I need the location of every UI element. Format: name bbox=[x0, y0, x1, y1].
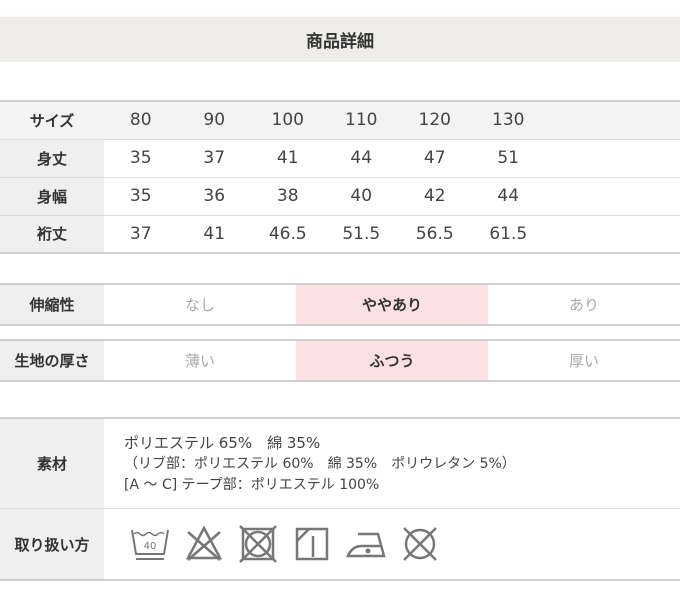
cell: 38 bbox=[251, 177, 325, 216]
material-row: 素材 ポリエステル 65% 綿 35% （リブ部：ポリエステル 60% 綿 35… bbox=[0, 419, 680, 509]
size-label: サイズ bbox=[0, 101, 104, 140]
iron-low-icon bbox=[346, 532, 386, 558]
size-value: 110 bbox=[324, 101, 398, 140]
table-row: 裄丈 37 41 46.5 51.5 56.5 61.5 bbox=[0, 215, 680, 254]
cell: 44 bbox=[471, 177, 545, 216]
cell: 35 bbox=[104, 139, 178, 178]
thickness-option: 薄い bbox=[184, 352, 215, 370]
care-row: 取り扱い方 40 bbox=[0, 509, 680, 579]
cell: 37 bbox=[177, 139, 251, 178]
cell: 47 bbox=[398, 139, 472, 178]
size-value: 80 bbox=[104, 101, 178, 140]
stretch-option: あり bbox=[568, 296, 599, 314]
material-line: ポリエステル 65% 綿 35% bbox=[124, 434, 321, 452]
material-line: （リブ部：ポリエステル 60% 綿 35% ポリウレタン 5%） bbox=[124, 456, 516, 472]
cell: 35 bbox=[104, 177, 178, 216]
no-dry-clean-icon bbox=[403, 527, 437, 561]
size-value: 90 bbox=[177, 101, 251, 140]
wash-40-icon: 40 bbox=[131, 529, 169, 560]
stretch-option: なし bbox=[184, 296, 215, 314]
cell: 36 bbox=[177, 177, 251, 216]
stretch-label: 伸縮性 bbox=[0, 285, 104, 324]
cell: 46.5 bbox=[251, 215, 325, 254]
no-bleach-icon bbox=[185, 525, 223, 561]
stretch-scale: 伸縮性 なし ややあり あり bbox=[0, 283, 680, 326]
cell: 40 bbox=[324, 177, 398, 216]
cell: 56.5 bbox=[398, 215, 472, 254]
care-label: 取り扱い方 bbox=[0, 509, 104, 579]
svg-text:40: 40 bbox=[144, 541, 157, 552]
cell: 51.5 bbox=[324, 215, 398, 254]
size-table: サイズ 80 90 100 110 120 130 身丈 35 37 41 44… bbox=[0, 100, 680, 254]
table-row: 身丈 35 37 41 44 47 51 bbox=[0, 139, 680, 178]
cell: 41 bbox=[251, 139, 325, 178]
material-label: 素材 bbox=[0, 419, 104, 508]
material-care-table: 素材 ポリエステル 65% 綿 35% （リブ部：ポリエステル 60% 綿 35… bbox=[0, 417, 680, 581]
thickness-scale: 生地の厚さ 薄い ふつう 厚い bbox=[0, 339, 680, 382]
size-value: 130 bbox=[471, 101, 545, 140]
cell: 41 bbox=[177, 215, 251, 254]
cell: 61.5 bbox=[471, 215, 545, 254]
cell: 37 bbox=[104, 215, 178, 254]
material-line: [A ～ C] テープ部：ポリエステル 100% bbox=[124, 477, 380, 493]
thickness-option-selected: ふつう bbox=[296, 341, 488, 380]
size-header-row: サイズ 80 90 100 110 120 130 bbox=[0, 101, 680, 140]
line-dry-icon bbox=[295, 527, 329, 561]
thickness-label: 生地の厚さ bbox=[0, 341, 104, 380]
stretch-option-selected: ややあり bbox=[296, 285, 488, 324]
cell: 44 bbox=[324, 139, 398, 178]
cell: 42 bbox=[398, 177, 472, 216]
row-label: 裄丈 bbox=[0, 215, 104, 254]
thickness-option: 厚い bbox=[568, 352, 599, 370]
size-value: 120 bbox=[398, 101, 472, 140]
page-title: 商品詳細 bbox=[0, 17, 680, 62]
table-row: 身幅 35 36 38 40 42 44 bbox=[0, 177, 680, 216]
cell: 51 bbox=[471, 139, 545, 178]
row-label: 身丈 bbox=[0, 139, 104, 178]
size-value: 100 bbox=[251, 101, 325, 140]
row-label: 身幅 bbox=[0, 177, 104, 216]
no-tumble-dry-icon bbox=[239, 525, 277, 563]
